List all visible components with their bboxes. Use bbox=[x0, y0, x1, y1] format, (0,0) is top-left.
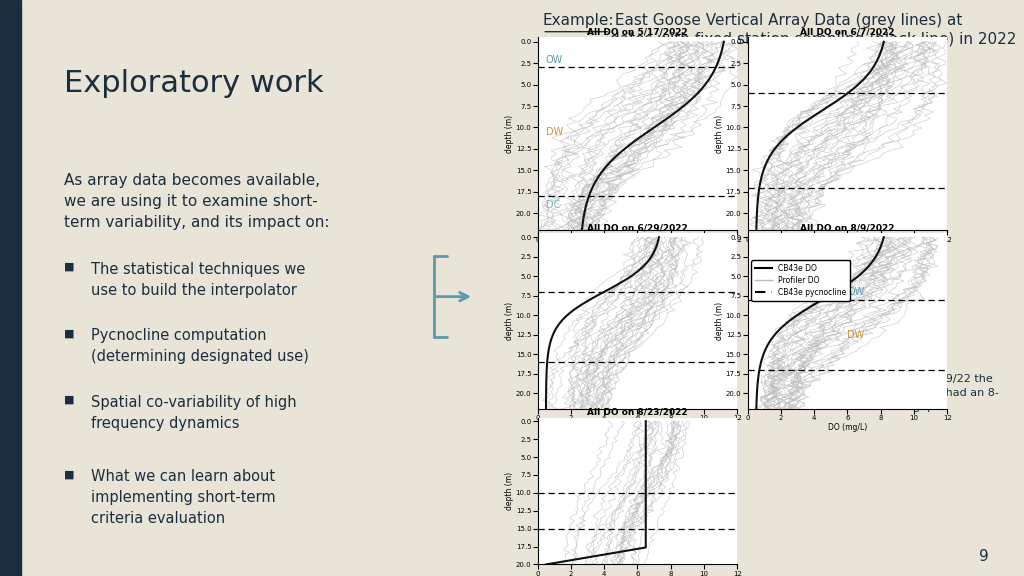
Text: ■: ■ bbox=[63, 328, 75, 338]
Text: Note: on 8/9/22 the
array data had an 8-
hour gap: Note: on 8/9/22 the array data had an 8-… bbox=[884, 374, 998, 412]
Y-axis label: depth (m): depth (m) bbox=[505, 302, 514, 340]
Text: OW: OW bbox=[848, 287, 864, 297]
Title: All DO on 8/9/2022: All DO on 8/9/2022 bbox=[800, 223, 895, 233]
Text: DW: DW bbox=[848, 330, 864, 340]
Legend: CB43e DO, Profiler DO, CB43e pycnocline: CB43e DO, Profiler DO, CB43e pycnocline bbox=[752, 260, 850, 301]
Y-axis label: depth (m): depth (m) bbox=[505, 472, 514, 510]
Title: All DO on 6/7/2022: All DO on 6/7/2022 bbox=[800, 28, 895, 37]
Text: Example:: Example: bbox=[543, 13, 613, 28]
X-axis label: DO (mg/L): DO (mg/L) bbox=[827, 423, 867, 431]
Title: All DO on 8/23/2022: All DO on 8/23/2022 bbox=[587, 408, 688, 417]
Text: DW: DW bbox=[546, 127, 563, 137]
Text: East Goose Vertical Array Data (grey lines) at
dates with fixed station sampling: East Goose Vertical Array Data (grey lin… bbox=[610, 13, 1017, 47]
Y-axis label: depth (m): depth (m) bbox=[505, 115, 514, 153]
Bar bbox=[0, 0, 22, 576]
Title: All DO on 5/17/2022: All DO on 5/17/2022 bbox=[587, 28, 688, 37]
Y-axis label: depth (m): depth (m) bbox=[715, 302, 724, 340]
Text: OW: OW bbox=[546, 55, 563, 65]
Text: DC: DC bbox=[546, 199, 560, 210]
Title: All DO on 6/29/2022: All DO on 6/29/2022 bbox=[587, 223, 688, 233]
X-axis label: DO (mg/L): DO (mg/L) bbox=[617, 244, 657, 253]
Text: ■: ■ bbox=[63, 262, 75, 272]
Text: ■: ■ bbox=[63, 395, 75, 404]
Text: Spatial co-variability of high
frequency dynamics: Spatial co-variability of high frequency… bbox=[90, 395, 296, 431]
Text: What we can learn about
implementing short-term
criteria evaluation: What we can learn about implementing sho… bbox=[90, 469, 275, 526]
Text: ■: ■ bbox=[63, 469, 75, 479]
Text: Pycnocline computation
(determining designated use): Pycnocline computation (determining desi… bbox=[90, 328, 308, 365]
Text: The statistical techniques we
use to build the interpolator: The statistical techniques we use to bui… bbox=[90, 262, 305, 298]
Y-axis label: depth (m): depth (m) bbox=[715, 115, 724, 153]
Text: As array data becomes available,
we are using it to examine short-
term variabil: As array data becomes available, we are … bbox=[63, 173, 330, 230]
Text: 9: 9 bbox=[979, 550, 989, 564]
X-axis label: DO (mg/L): DO (mg/L) bbox=[617, 423, 657, 431]
Text: Exploratory work: Exploratory work bbox=[63, 69, 324, 98]
X-axis label: DO (mg/L): DO (mg/L) bbox=[827, 244, 867, 253]
